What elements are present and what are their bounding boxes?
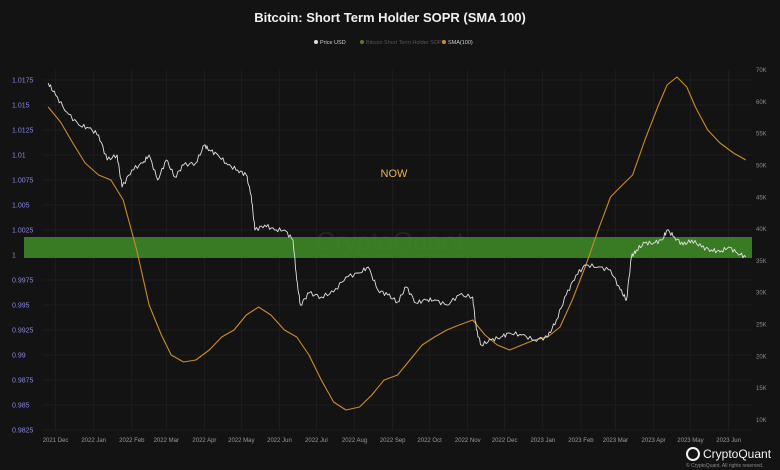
x-tick-11: 2022 Nov xyxy=(455,438,481,444)
y-left-tick-0: 1.0175 xyxy=(12,78,34,85)
legend-swatch-sopr xyxy=(360,40,364,44)
y-left-tick-3: 1.01 xyxy=(12,153,26,160)
y-right-tick-6: 35K xyxy=(756,259,767,265)
y-left-tick-7: 1 xyxy=(12,253,16,260)
cryptoquant-logo-icon xyxy=(686,447,700,461)
y-axis-right: 70K 60K 55K 50K 45K 40K 35K 30K 25K 20K 15K 10K xyxy=(756,68,767,424)
highlight-band xyxy=(24,237,752,258)
y-right-tick-9: 20K xyxy=(756,354,767,360)
y-left-tick-5: 1.005 xyxy=(12,203,30,210)
y-left-tick-13: 0.985 xyxy=(12,403,30,410)
y-right-tick-8: 25K xyxy=(756,323,767,329)
y-left-tick-8: 0.9975 xyxy=(12,278,34,285)
x-tick-2: 2022 Feb xyxy=(119,438,145,444)
y-right-tick-3: 50K xyxy=(756,163,767,169)
chart-header: Bitcoin: Short Term Holder SOPR (SMA 100… xyxy=(254,10,526,46)
x-axis: 2021 Dec 2022 Jan 2022 Feb 2022 Mar 2022 Apr… xyxy=(43,438,741,444)
x-tick-3: 2022 Mar xyxy=(154,438,179,444)
brand-name: CryptoQuant xyxy=(703,447,772,461)
x-tick-1: 2022 Jan xyxy=(81,438,106,444)
legend-swatch-price xyxy=(314,40,318,44)
x-tick-16: 2023 Apr xyxy=(642,438,666,444)
y-left-tick-14: 0.9825 xyxy=(12,428,34,435)
legend-label-price: Price USD xyxy=(320,40,346,46)
x-tick-0: 2021 Dec xyxy=(43,438,69,444)
y-right-tick-5: 40K xyxy=(756,227,767,233)
legend-label-sopr: Bitcoin Short Term Holder SOPR xyxy=(366,40,446,46)
y-right-tick-0: 70K xyxy=(756,68,767,74)
x-tick-5: 2022 May xyxy=(228,438,254,444)
series-line-sma-100- xyxy=(47,76,747,411)
brand-copyright: © CryptoQuant. All rights reserved. xyxy=(686,462,763,469)
x-tick-6: 2022 Jun xyxy=(267,438,292,444)
y-right-tick-2: 55K xyxy=(756,132,767,138)
y-left-tick-10: 0.9925 xyxy=(12,328,34,335)
y-left-tick-6: 1.0025 xyxy=(12,228,34,235)
legend-label-sma: SMA(100) xyxy=(448,40,473,46)
x-tick-8: 2022 Aug xyxy=(342,438,367,444)
legend: Price USD Bitcoin Short Term Holder SOPR… xyxy=(314,40,473,46)
series-layer xyxy=(47,76,747,411)
y-right-tick-7: 30K xyxy=(756,291,767,297)
x-tick-14: 2023 Feb xyxy=(568,438,594,444)
y-right-tick-11: 10K xyxy=(756,418,767,424)
legend-swatch-sma xyxy=(442,40,446,44)
y-left-tick-4: 1.0075 xyxy=(12,178,34,185)
x-tick-13: 2023 Jan xyxy=(530,438,555,444)
y-left-tick-9: 0.995 xyxy=(12,303,30,310)
x-tick-12: 2022 Dec xyxy=(492,438,518,444)
y-axis-left: 1.0175 1.015 1.0125 1.01 1.0075 1.005 1.0025 1 0… xyxy=(12,78,34,435)
y-left-tick-2: 1.0125 xyxy=(12,128,34,135)
x-tick-4: 2022 Apr xyxy=(192,438,216,444)
series-line-price-usd xyxy=(47,82,747,347)
x-tick-10: 2022 Oct xyxy=(417,438,442,444)
y-left-tick-12: 0.9875 xyxy=(12,378,34,385)
x-tick-7: 2022 Jul xyxy=(305,438,328,444)
y-left-tick-11: 0.99 xyxy=(12,353,26,360)
y-right-tick-10: 15K xyxy=(756,386,767,392)
x-tick-15: 2023 Mar xyxy=(603,438,628,444)
x-tick-17: 2023 May xyxy=(677,438,703,444)
y-right-tick-1: 60K xyxy=(756,100,767,106)
x-tick-18: 2023 Jun xyxy=(716,438,741,444)
annotation-now: NOW xyxy=(381,168,409,180)
chart-title: Bitcoin: Short Term Holder SOPR (SMA 100… xyxy=(254,10,526,25)
y-right-tick-4: 45K xyxy=(756,195,767,201)
brand-logo: CryptoQuant © CryptoQuant. All rights re… xyxy=(686,447,772,469)
x-tick-9: 2022 Sep xyxy=(380,438,406,444)
y-left-tick-1: 1.015 xyxy=(12,103,30,110)
